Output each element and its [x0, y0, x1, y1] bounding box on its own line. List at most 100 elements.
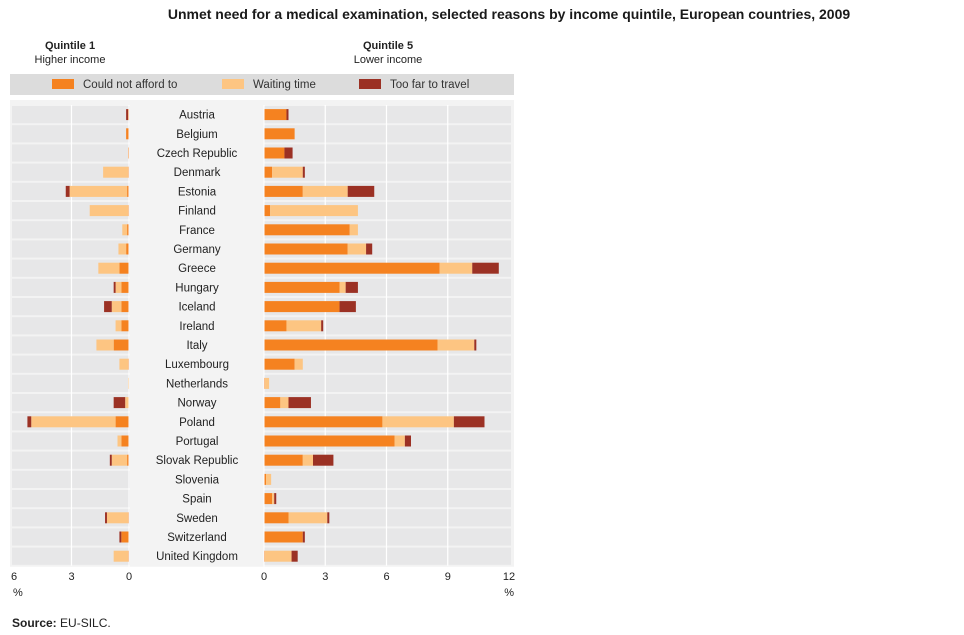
bar-could-not-afford-q5 [264, 339, 438, 351]
bar-could-not-afford-q5 [264, 358, 295, 370]
bar-waiting-time-q1 [111, 301, 122, 313]
legend-label: Too far to travel [390, 79, 469, 91]
bar-waiting-time-q1 [106, 512, 129, 524]
bar-could-not-afford-q5 [264, 397, 281, 409]
panel-subtitle-q1: Higher income [35, 54, 106, 66]
bar-waiting-time-q1 [98, 262, 120, 274]
row-bg-q5 [264, 125, 511, 143]
bar-too-far-q1 [113, 281, 116, 293]
bar-too-far-q1 [104, 301, 112, 313]
bar-could-not-afford-q5 [264, 550, 266, 562]
bar-too-far-q5 [313, 454, 334, 466]
bar-could-not-afford-q5 [264, 185, 303, 197]
category-label: Luxembourg [165, 359, 229, 371]
bar-too-far-q5 [404, 435, 411, 447]
bar-could-not-afford-q5 [264, 224, 350, 236]
bar-too-far-q5 [327, 512, 330, 524]
panel-subtitle-q5: Lower income [354, 54, 422, 66]
category-label: Estonia [178, 186, 217, 198]
bar-waiting-time-q1 [118, 243, 127, 255]
bar-too-far-q5 [291, 550, 298, 562]
bar-too-far-q1 [119, 531, 122, 543]
tick-label-q5: 6 [383, 571, 389, 583]
bar-waiting-time-q1 [69, 185, 128, 197]
bar-too-far-q1 [109, 454, 112, 466]
bar-could-not-afford-q1 [119, 262, 129, 274]
panel-title-q1: Quintile 1 [45, 40, 95, 52]
bar-waiting-time-q1 [103, 166, 129, 178]
category-label: Germany [173, 244, 221, 256]
bar-could-not-afford-q1 [113, 339, 129, 351]
tick-label-q5: 0 [261, 571, 267, 583]
bar-waiting-time-q5 [437, 339, 475, 351]
bar-too-far-q5 [302, 531, 305, 543]
bar-could-not-afford-q1 [121, 320, 129, 332]
bar-could-not-afford-q1 [127, 185, 129, 197]
bar-too-far-q5 [345, 281, 358, 293]
bar-too-far-q5 [339, 301, 356, 313]
bar-could-not-afford-q1 [127, 224, 129, 236]
bar-too-far-q5 [302, 166, 305, 178]
category-label: Belgium [176, 129, 218, 141]
bar-too-far-q5 [366, 243, 373, 255]
bar-could-not-afford-q5 [264, 147, 285, 159]
bar-could-not-afford-q5 [264, 205, 271, 217]
bar-too-far-q5 [472, 262, 499, 274]
bar-could-not-afford-q5 [264, 166, 273, 178]
bar-waiting-time-q1 [125, 397, 129, 409]
tick-label-q1: 0 [126, 571, 132, 583]
bar-waiting-time-q1 [119, 358, 129, 370]
bar-waiting-time-q5 [294, 358, 303, 370]
category-label: Sweden [176, 513, 218, 525]
row-bg-q5 [264, 470, 511, 488]
bar-waiting-time-q1 [31, 416, 116, 428]
bar-could-not-afford-q1 [121, 435, 129, 447]
bar-waiting-time-q5 [272, 493, 275, 505]
bar-waiting-time-q1 [111, 454, 128, 466]
bar-could-not-afford-q5 [264, 531, 303, 543]
category-label: Switzerland [167, 532, 226, 544]
row-bg-q5 [264, 547, 511, 565]
bar-could-not-afford-q1 [115, 416, 129, 428]
tick-label-q1: 3 [68, 571, 74, 583]
bar-too-far-q5 [284, 147, 293, 159]
row-bg-q5 [264, 144, 511, 162]
bar-could-not-afford-q5 [264, 454, 303, 466]
bar-could-not-afford-q1 [121, 281, 129, 293]
bar-waiting-time-q5 [394, 435, 405, 447]
source-label: Source: [12, 616, 57, 630]
category-label: Netherlands [166, 378, 228, 390]
bar-could-not-afford-q5 [264, 281, 340, 293]
bar-could-not-afford-q5 [264, 493, 273, 505]
bar-could-not-afford-q5 [264, 262, 440, 274]
legend-swatch-could-not-afford [52, 79, 74, 89]
bar-too-far-q5 [321, 320, 324, 332]
bar-waiting-time-q5 [270, 205, 358, 217]
bar-waiting-time-q5 [286, 320, 322, 332]
bar-waiting-time-q1 [89, 205, 129, 217]
bar-too-far-q5 [274, 493, 277, 505]
bar-could-not-afford-q5 [264, 109, 287, 121]
category-label: Czech Republic [157, 148, 238, 160]
bar-waiting-time-q1 [96, 339, 114, 351]
category-label: Spain [182, 494, 211, 506]
bar-waiting-time-q1 [115, 281, 122, 293]
row-bg-q5 [264, 374, 511, 392]
bar-waiting-time-q5 [302, 454, 313, 466]
bar-too-far-q5 [347, 185, 375, 197]
bar-could-not-afford-q5 [264, 473, 267, 485]
bar-waiting-time-q1 [113, 550, 129, 562]
bar-too-far-q5 [474, 339, 477, 351]
bar-waiting-time-q1 [115, 320, 122, 332]
category-label: Poland [179, 417, 215, 429]
bar-waiting-time-q5 [272, 166, 303, 178]
bar-too-far-q1 [113, 397, 126, 409]
category-label: France [179, 225, 215, 237]
legend-swatch-waiting-time [222, 79, 244, 89]
legend-swatch-too-far [359, 79, 381, 89]
bar-waiting-time-q5 [339, 281, 346, 293]
bar-too-far-q5 [453, 416, 485, 428]
tick-label-q1: 6 [11, 571, 17, 583]
bar-waiting-time-q5 [439, 262, 473, 274]
